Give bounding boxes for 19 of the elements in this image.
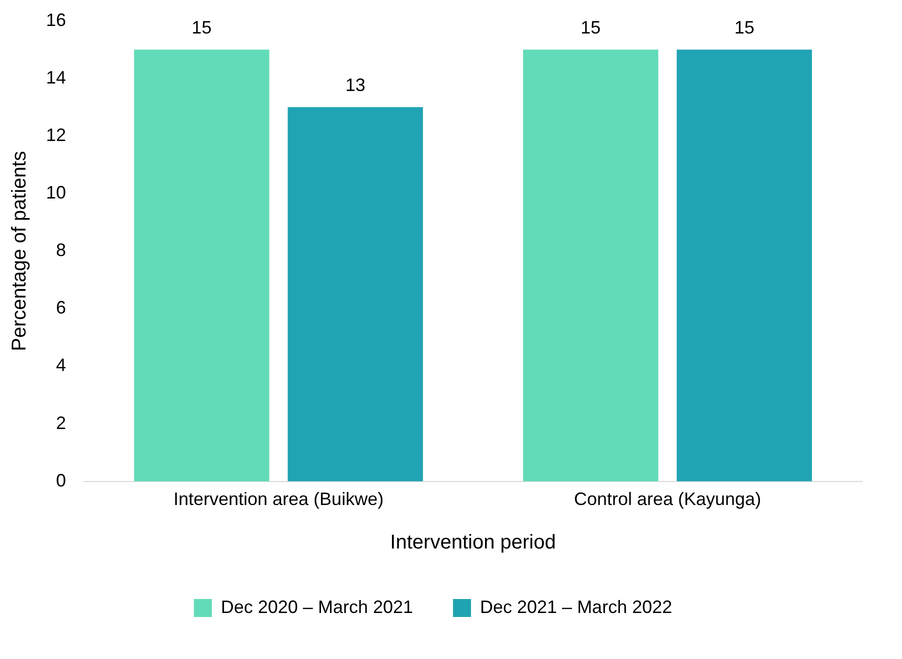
y-tick-label: 10 — [46, 182, 66, 202]
y-tick-label: 2 — [56, 412, 66, 433]
data-label: 13 — [345, 75, 366, 96]
x-tick-label: Control area (Kayunga) — [574, 489, 762, 510]
data-label: 15 — [580, 18, 601, 38]
y-tick-label: 6 — [56, 298, 66, 318]
x-tick-label: Intervention area (Buikwe) — [173, 489, 384, 510]
legend-label: Dec 2021 – March 2022 — [480, 596, 672, 617]
y-tick-label: 0 — [56, 470, 66, 490]
y-tick-label: 8 — [56, 240, 66, 260]
x-axis-title: Intervention period — [390, 532, 556, 554]
y-axis-title: Percentage of patients — [8, 151, 31, 352]
data-label: 15 — [192, 18, 212, 38]
y-tick-label: 12 — [46, 124, 66, 145]
y-tick-label: 14 — [46, 67, 66, 88]
y-tick-label: 4 — [56, 355, 66, 376]
y-tick-label: 16 — [46, 10, 66, 30]
data-label: 15 — [734, 18, 754, 38]
legend-label: Dec 2020 – March 2021 — [220, 596, 414, 617]
